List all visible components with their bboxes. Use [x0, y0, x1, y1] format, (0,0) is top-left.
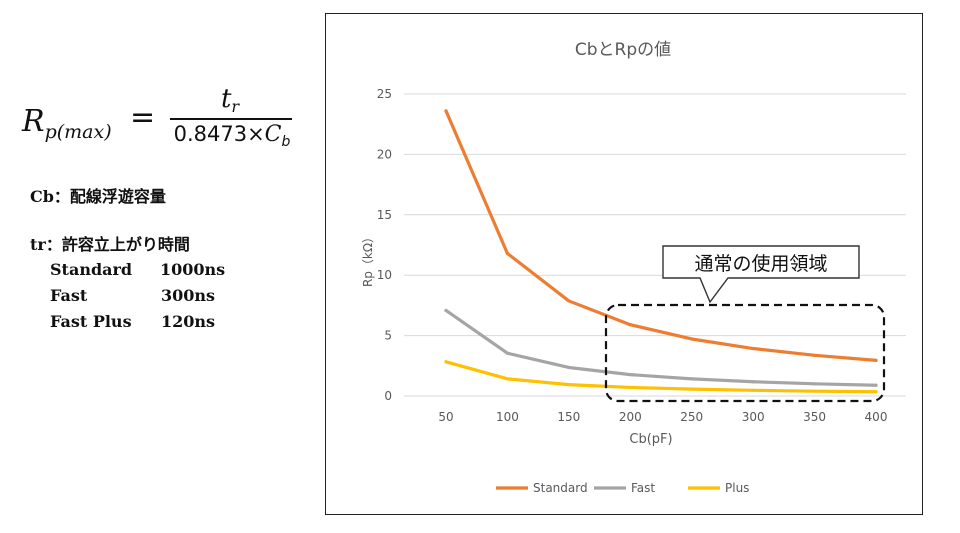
formula-numerator-sub: r	[231, 97, 240, 116]
y-tick-labels: 0 5 10 15 20 25	[377, 87, 392, 403]
data-point-fast	[567, 365, 571, 370]
y-tick-label: 0	[384, 389, 392, 403]
timing-row: Fast Plus 120ns	[50, 309, 215, 335]
data-point-standard	[874, 358, 878, 362]
chart-frame: CbとRpの値 0 5 10 15 20 25 50 100 150 200 250 300 350 4…	[325, 13, 923, 515]
x-tick-label: 300	[742, 410, 765, 424]
formula-lhs: Rp(max)	[22, 104, 112, 143]
chart-legend: Standard Fast Plus	[496, 481, 749, 495]
note-tr: tr：許容立上がり時間	[30, 235, 190, 254]
x-tick-label: 150	[557, 410, 580, 424]
chart-series	[444, 109, 878, 394]
note-cb: Cb：配線浮遊容量	[30, 187, 166, 206]
timing-value: 300ns	[160, 286, 215, 305]
data-point-fast	[628, 373, 632, 377]
data-point-fast	[751, 380, 755, 384]
data-point-plus	[812, 389, 817, 393]
series-line-plus	[444, 360, 878, 394]
data-point-fast	[505, 351, 510, 355]
series-line-standard	[444, 109, 878, 362]
x-tick-label: 350	[803, 410, 826, 424]
timing-table: Standard 1000ns Fast 300ns Fast Plus 120…	[50, 257, 226, 335]
y-tick-label: 25	[377, 87, 392, 101]
data-point-plus	[444, 360, 448, 364]
timing-name: Standard	[50, 260, 133, 279]
legend-label-fast: Fast	[631, 481, 655, 495]
x-tick-labels: 50 100 150 200 250 300 350 400	[438, 410, 887, 424]
data-point-fast	[690, 377, 694, 381]
y-tick-label: 20	[377, 147, 392, 161]
timing-name: Fast	[50, 286, 88, 305]
timing-row: Standard 1000ns	[50, 257, 226, 283]
callout-label: 通常の使用領域	[694, 253, 827, 275]
formula-equals: =	[130, 100, 156, 135]
x-tick-label: 400	[865, 410, 888, 424]
callout-shape	[662, 245, 860, 304]
y-tick-label: 10	[377, 268, 392, 282]
data-point-standard	[444, 109, 448, 113]
formula-denominator: 0.8473×Cb	[170, 122, 294, 150]
formula-numerator-main: t	[220, 84, 232, 114]
formula-denominator-main: C	[264, 122, 282, 147]
data-point-standard	[505, 251, 510, 256]
data-point-standard	[812, 353, 817, 357]
formula-lhs-main: R	[22, 104, 45, 139]
legend-label-plus: Plus	[725, 481, 749, 495]
legend-label-standard: Standard	[533, 481, 588, 495]
chart-svg: CbとRpの値 0 5 10 15 20 25 50 100 150 200 250 300 350 4…	[361, 40, 906, 495]
y-axis-label: Rp（kΩ）	[361, 231, 375, 287]
chart-grid	[404, 93, 906, 397]
formula-lhs-sub: p(max)	[44, 121, 112, 143]
data-point-standard	[751, 346, 755, 351]
y-tick-label: 5	[384, 329, 392, 343]
timing-value: 120ns	[160, 312, 215, 331]
data-point-standard	[628, 323, 632, 327]
data-point-fast	[444, 308, 448, 313]
series-line-fast	[444, 308, 878, 387]
data-point-standard	[690, 337, 694, 341]
formula-numerator: tr	[170, 84, 290, 116]
y-tick-label: 15	[377, 208, 392, 222]
timing-name: Fast Plus	[50, 312, 132, 331]
x-tick-label: 250	[680, 410, 703, 424]
data-point-plus	[874, 390, 878, 394]
data-point-plus	[567, 383, 571, 387]
formula-denominator-coef: 0.8473×	[173, 122, 265, 146]
data-point-standard	[567, 299, 571, 303]
data-point-plus	[690, 387, 694, 391]
data-point-plus	[751, 388, 755, 392]
data-point-plus	[628, 385, 632, 390]
formula: Rp(max) = tr 0.8473×Cb	[22, 82, 292, 162]
formula-fraction-bar	[170, 118, 292, 120]
x-tick-label: 200	[619, 410, 642, 424]
x-axis-label: Cb(pF)	[629, 432, 672, 447]
chart-title: CbとRpの値	[575, 40, 671, 60]
notes: Cb：配線浮遊容量 tr：許容立上がり時間	[30, 184, 190, 258]
data-point-fast	[874, 383, 878, 387]
x-tick-label: 100	[496, 410, 519, 424]
timing-value: 1000ns	[160, 260, 226, 279]
timing-row: Fast 300ns	[50, 283, 215, 309]
formula-denominator-sub: b	[281, 134, 291, 150]
data-point-fast	[812, 382, 817, 386]
x-tick-label: 50	[438, 410, 453, 424]
data-point-plus	[505, 377, 510, 381]
